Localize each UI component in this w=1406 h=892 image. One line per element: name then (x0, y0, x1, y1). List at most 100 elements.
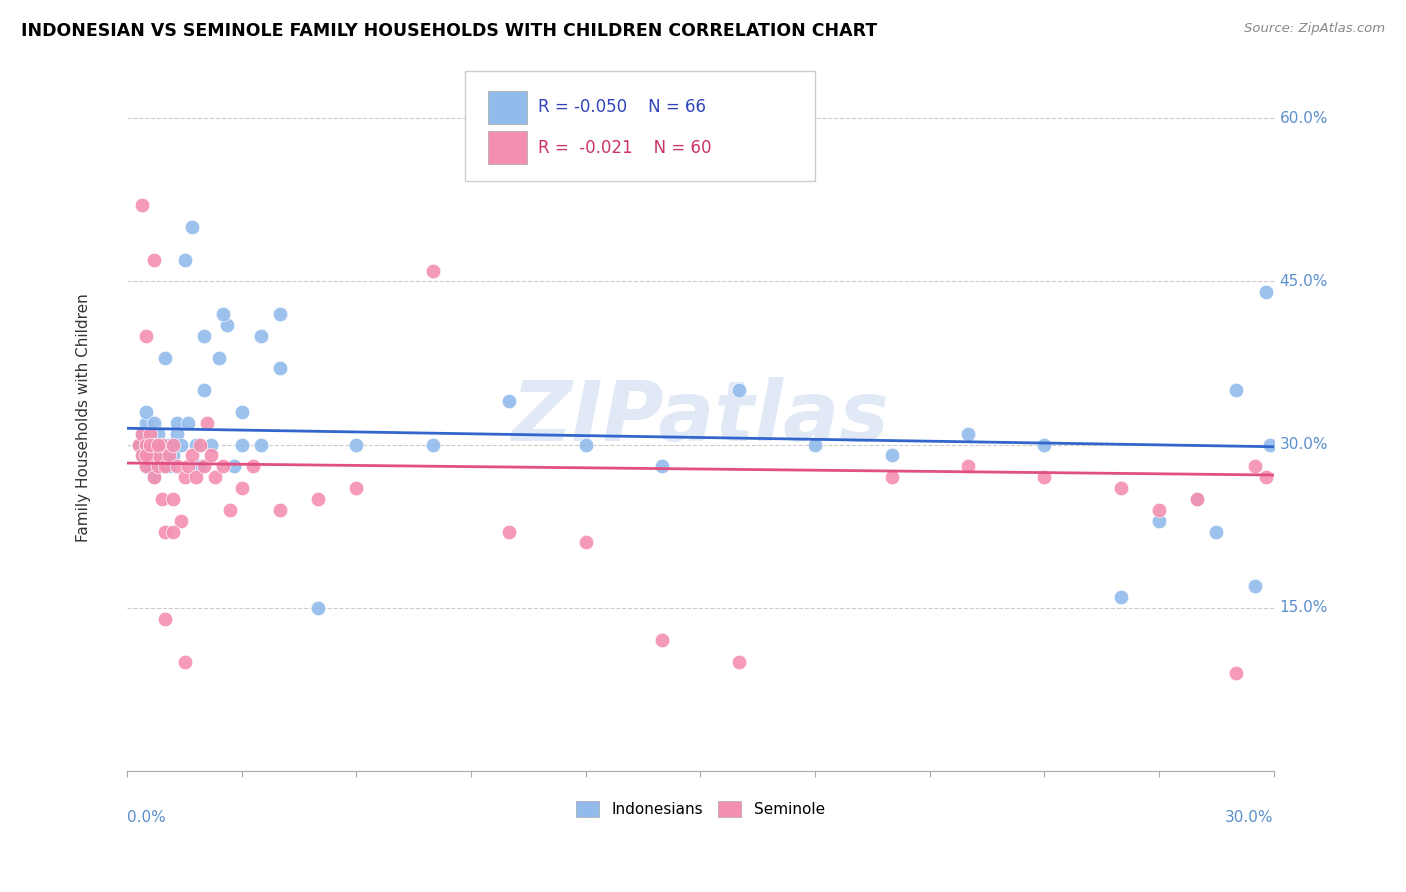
Point (142, 252, 165, 267)
Point (651, 633, 673, 648)
Point (269, 307, 291, 321)
Point (224, 459, 246, 474)
Point (155, 459, 177, 474)
Text: 45.0%: 45.0% (1279, 274, 1327, 289)
Point (804, 437, 827, 451)
Point (155, 524, 177, 539)
Point (250, 329, 273, 343)
Point (880, 449, 903, 463)
Point (146, 426, 169, 441)
Point (131, 426, 153, 441)
Point (150, 437, 173, 451)
Text: INDONESIAN VS SEMINOLE FAMILY HOUSEHOLDS WITH CHILDREN CORRELATION CHART: INDONESIAN VS SEMINOLE FAMILY HOUSEHOLDS… (21, 22, 877, 40)
Point (146, 449, 169, 463)
Point (135, 416, 157, 430)
Point (211, 307, 233, 321)
Point (142, 470, 165, 484)
Point (1033, 470, 1056, 484)
Point (1225, 383, 1247, 397)
Point (880, 470, 903, 484)
Point (208, 351, 231, 365)
Point (157, 449, 180, 463)
Point (184, 470, 207, 484)
Point (155, 437, 177, 451)
Point (1109, 590, 1132, 604)
Point (188, 459, 211, 474)
Point (956, 459, 979, 474)
Point (193, 329, 215, 343)
Point (142, 437, 165, 451)
Point (200, 449, 222, 463)
Point (131, 449, 153, 463)
Point (150, 437, 173, 451)
Point (193, 459, 215, 474)
Point (135, 405, 157, 419)
Point (575, 535, 598, 549)
Point (135, 437, 157, 451)
Point (131, 449, 153, 463)
Point (727, 383, 749, 397)
Point (1187, 491, 1209, 506)
Point (146, 437, 169, 451)
Point (157, 437, 180, 451)
Point (139, 449, 162, 463)
Point (146, 459, 169, 474)
Point (155, 351, 177, 365)
Point (162, 449, 184, 463)
Point (135, 329, 157, 343)
Text: ZIPatlas: ZIPatlas (512, 377, 890, 458)
Point (142, 416, 165, 430)
Point (128, 437, 150, 451)
Point (1243, 459, 1265, 474)
FancyBboxPatch shape (488, 131, 527, 164)
Point (200, 437, 222, 451)
Point (651, 459, 673, 474)
Point (173, 470, 195, 484)
Point (155, 449, 177, 463)
Text: Source: ZipAtlas.com: Source: ZipAtlas.com (1244, 22, 1385, 36)
Point (162, 524, 184, 539)
Point (170, 437, 193, 451)
Point (211, 459, 233, 474)
Point (142, 437, 165, 451)
Point (155, 611, 177, 625)
Point (197, 416, 219, 430)
Text: Family Households with Children: Family Households with Children (76, 293, 91, 541)
Point (181, 449, 204, 463)
Point (177, 459, 200, 474)
Point (142, 437, 165, 451)
Point (204, 470, 226, 484)
Point (498, 394, 520, 409)
Point (498, 524, 520, 539)
Point (139, 437, 162, 451)
Point (139, 459, 162, 474)
Point (1205, 524, 1227, 539)
Point (727, 655, 749, 669)
Point (139, 449, 162, 463)
Point (422, 263, 444, 277)
Text: R = -0.050    N = 66: R = -0.050 N = 66 (537, 98, 706, 116)
Point (181, 220, 204, 235)
Point (173, 252, 195, 267)
Point (269, 361, 291, 376)
Point (250, 437, 273, 451)
Point (150, 491, 173, 506)
Point (1256, 470, 1278, 484)
Point (219, 503, 242, 517)
Point (1109, 481, 1132, 495)
FancyBboxPatch shape (465, 71, 815, 181)
Point (1147, 503, 1170, 517)
Point (231, 405, 253, 419)
Point (157, 459, 180, 474)
Point (422, 437, 444, 451)
Point (1147, 514, 1170, 528)
Point (1256, 285, 1278, 300)
Point (193, 383, 215, 397)
Point (139, 426, 162, 441)
Point (184, 437, 207, 451)
Text: 30.0%: 30.0% (1279, 437, 1329, 452)
Point (166, 426, 188, 441)
Point (162, 491, 184, 506)
Point (231, 437, 253, 451)
Point (956, 426, 979, 441)
